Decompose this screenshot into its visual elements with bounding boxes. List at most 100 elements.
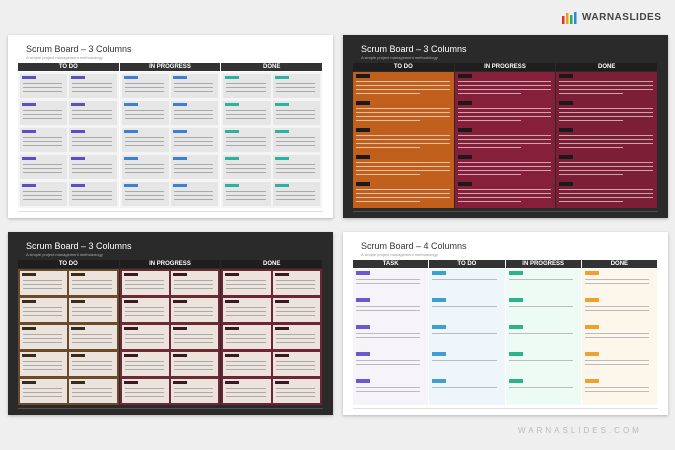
card-tag [123,300,138,303]
card-line [124,172,164,173]
card-line [72,388,112,389]
card-line [174,195,214,196]
card-line [457,143,552,144]
card [272,128,320,152]
card-line [72,199,112,200]
card-line [226,388,266,389]
slide: Scrum Board – 3 Columns A simple project … [8,35,333,218]
card-tag [432,325,447,329]
card [223,155,271,179]
card-line [226,141,266,142]
card [171,325,219,349]
card-tag [584,379,599,383]
card-tag [432,298,447,302]
card-line [124,87,164,88]
card-tag [225,327,240,330]
card-line [226,110,266,111]
card-tag [225,157,240,160]
card-line [457,170,552,171]
card [171,101,219,125]
card [121,74,169,98]
card-line [275,168,315,169]
slide-subtitle: A simple project management methodology [26,252,103,257]
card-line [72,342,112,343]
card-line [432,387,497,388]
card-tag [71,157,86,160]
card-line [584,387,649,388]
card-tag [22,327,36,330]
card-tag [559,74,574,78]
card-line [72,315,112,316]
card-line [72,87,112,88]
card-tag [71,381,86,384]
card-line [275,280,315,281]
card-line [226,315,266,316]
card-tag [356,74,370,78]
card-line [559,143,653,144]
card-line [226,137,266,138]
card-line [226,195,266,196]
card-line [457,120,522,121]
card-line [356,139,450,140]
card-line [356,174,420,175]
card-tag [22,300,36,303]
card-line [356,116,450,117]
card-line [23,191,63,192]
card [272,271,320,295]
card-line [23,87,63,88]
card-line [457,112,552,113]
card-line [174,361,214,362]
card-tag [356,101,370,105]
card-line [457,193,552,194]
card-line [23,118,63,119]
card-tag [22,103,36,106]
card-line [72,118,112,119]
slide-footer-line [353,211,658,212]
card-line [275,191,315,192]
card-line [226,365,266,366]
column-header: TO DO [18,260,119,268]
card-line [226,369,266,370]
card-line [174,307,214,308]
card-line [23,199,63,200]
card-line [559,162,653,163]
card-line [23,334,63,335]
card-line [72,83,112,84]
card [121,128,169,152]
card-line [275,307,315,308]
card [272,352,320,376]
card-line [124,315,164,316]
card-tag [274,76,289,79]
card-line [72,110,112,111]
card-line [124,388,164,389]
card-tag [274,184,289,187]
card-line [226,114,266,115]
card-line [23,342,63,343]
card-tag [584,271,599,275]
card-tag [123,327,138,330]
card-tag [356,379,370,383]
card-tag [508,352,523,356]
card-line [124,110,164,111]
card-tag [225,130,240,133]
card-line [559,139,653,140]
card [69,128,117,152]
brand: WARNASLIDES [582,12,662,23]
card-line [174,338,214,339]
card-line [226,191,266,192]
card-line [275,199,315,200]
card [171,298,219,322]
card-tag [22,76,36,79]
card-line [275,338,315,339]
card-line [174,280,214,281]
card-line [457,81,552,82]
card [121,379,169,403]
card-line [275,164,315,165]
card-line [23,164,63,165]
card-line [23,365,63,366]
card-line [275,361,315,362]
card-tag [356,155,370,159]
card-tag [274,327,289,330]
column [505,269,581,405]
card-line [124,396,164,397]
